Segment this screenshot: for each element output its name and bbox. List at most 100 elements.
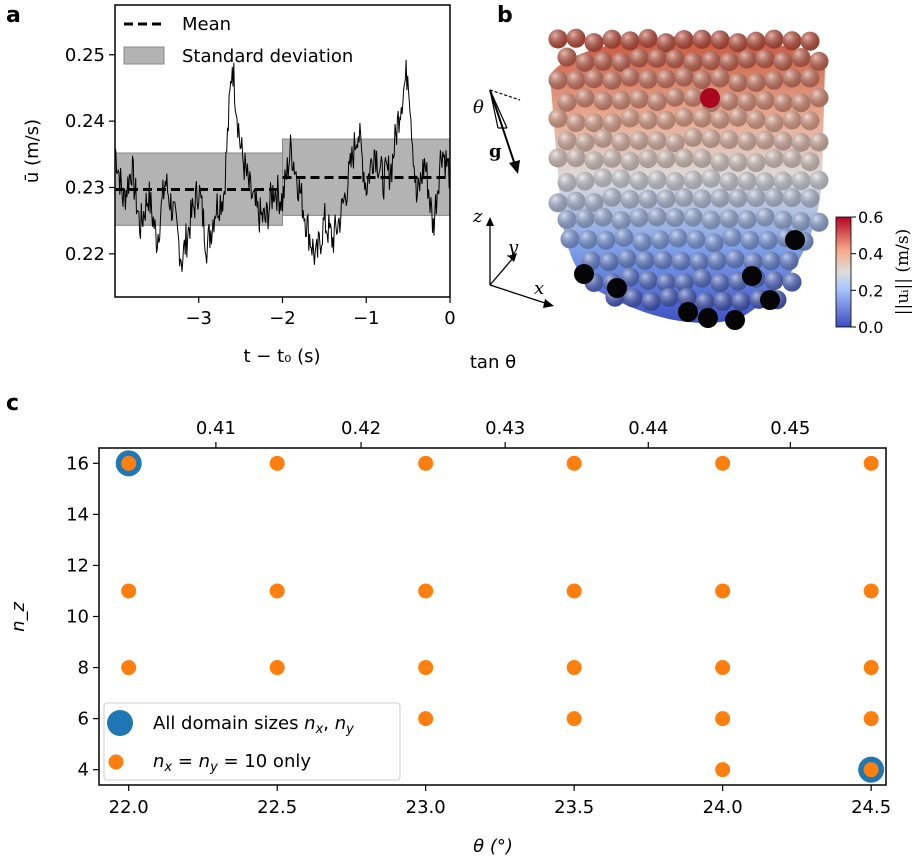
sphere-shade xyxy=(557,92,577,112)
sphere-shade xyxy=(665,172,685,191)
sphere-shade xyxy=(611,52,631,72)
a-ytick-label: 0.24 xyxy=(65,111,105,132)
sphere-shade xyxy=(725,249,745,269)
y-axis-arrow xyxy=(489,257,514,286)
sphere-shade xyxy=(791,171,811,191)
y-axis-label: y xyxy=(507,237,519,258)
panel-c-legend: All domain sizes nx, ny nx = ny = 10 onl… xyxy=(103,702,401,781)
legend-blue-ny: n xyxy=(335,713,346,734)
point-nx-ny-10 xyxy=(566,583,582,599)
c-xtick-label: 24.5 xyxy=(851,797,891,818)
sphere-fixed xyxy=(607,278,627,298)
sphere-shade xyxy=(629,208,649,228)
sphere-shade xyxy=(611,169,631,189)
panel-a-y-ticks: 0.22 0.23 0.24 0.25 xyxy=(65,45,115,265)
sphere-shade xyxy=(614,228,634,247)
point-nx-ny-10 xyxy=(269,660,285,676)
sphere-shade xyxy=(809,88,829,108)
x-axis-label: x xyxy=(534,278,544,299)
sphere-shade xyxy=(668,228,688,248)
sphere-shade xyxy=(575,52,595,72)
sphere-fixed xyxy=(742,266,762,286)
sphere-shade xyxy=(746,153,766,173)
legend-orange-eq: = xyxy=(172,751,199,772)
sphere-shade xyxy=(809,212,829,232)
a-ytick-label: 0.25 xyxy=(65,45,105,66)
point-nx-ny-10 xyxy=(269,455,285,471)
panel-a-legend: Mean Standard deviation xyxy=(123,14,353,67)
sphere-shade xyxy=(755,91,775,110)
a-xtick-label: 0 xyxy=(444,308,455,329)
point-nx-ny-10 xyxy=(269,583,285,599)
sphere-shade xyxy=(782,272,802,292)
point-nx-ny-10 xyxy=(566,711,582,727)
panel-label-c: c xyxy=(6,391,19,416)
colorbar-ticks: 0.0 0.2 0.4 0.6 xyxy=(851,208,883,337)
point-nx-ny-10 xyxy=(715,711,731,727)
panel-c-chart: 22.0 22.5 23.0 23.5 24.0 24.5 4 6 8 10 12 14 16 0.4… xyxy=(8,352,891,857)
sphere-shade xyxy=(710,68,730,88)
sphere-shade xyxy=(710,30,730,50)
legend-blue-nx-sub: x xyxy=(315,722,324,737)
sphere-shade xyxy=(683,87,703,107)
sphere-shade xyxy=(656,189,676,209)
sphere-shade xyxy=(650,230,670,250)
c-top-tick-label: 0.42 xyxy=(341,418,381,439)
sphere-shade xyxy=(593,168,613,188)
colorbar xyxy=(835,216,852,328)
point-nx-ny-10 xyxy=(863,583,879,599)
gravity-annotation: g xyxy=(489,141,502,162)
sphere-shade xyxy=(584,151,604,171)
a-ytick-label: 0.22 xyxy=(65,244,105,265)
sphere-shade xyxy=(620,151,640,171)
c-ytick-label: 14 xyxy=(66,504,89,525)
sphere-shade xyxy=(755,130,775,150)
sphere-shade xyxy=(557,47,577,67)
sphere-shade xyxy=(743,252,763,272)
sphere-shade xyxy=(593,207,613,227)
z-axis-label: z xyxy=(472,206,483,227)
c-ytick-label: 12 xyxy=(66,555,89,576)
point-nx-ny-10 xyxy=(863,455,879,471)
legend-orange-label: nx = ny = 10 only xyxy=(153,751,311,775)
a-xtick-label: −1 xyxy=(353,308,380,329)
sphere-shade xyxy=(656,110,676,130)
sphere-shade xyxy=(791,212,811,232)
sphere-fixed xyxy=(760,290,780,310)
sphere-shade xyxy=(746,31,766,51)
sphere-shade xyxy=(629,48,649,68)
sphere-fixed xyxy=(678,302,698,322)
sphere-shade xyxy=(584,113,604,133)
sphere-shade xyxy=(659,287,679,307)
legend-blue-swatch xyxy=(107,710,133,736)
fast-particle xyxy=(700,88,720,108)
c-top-tick-label: 0.41 xyxy=(196,418,236,439)
sphere-shade xyxy=(701,168,721,188)
c-ytick-label: 8 xyxy=(78,658,89,679)
sphere-shade xyxy=(620,267,640,287)
c-ytick-label: 16 xyxy=(66,453,89,474)
sphere-shade xyxy=(782,149,802,168)
sphere-shade xyxy=(773,131,793,151)
sphere-shade xyxy=(710,273,730,293)
sphere-shade xyxy=(800,31,820,51)
sphere-shade xyxy=(557,131,577,151)
c-ytick-label: 6 xyxy=(78,709,89,730)
sphere-shade xyxy=(575,171,595,191)
point-nx-ny-10 xyxy=(418,711,434,727)
sphere-shade xyxy=(791,132,811,152)
sphere-packing xyxy=(548,28,829,330)
sphere-shade xyxy=(638,149,658,169)
sphere-shade xyxy=(647,207,667,227)
sphere-shade xyxy=(566,28,586,48)
panel-a-x-ticks: −3 −2 −1 0 xyxy=(185,297,456,329)
sphere-shade xyxy=(584,33,604,53)
c-ytick-label: 4 xyxy=(78,760,89,781)
sphere-shade xyxy=(707,251,727,271)
sphere-shade xyxy=(602,148,622,168)
sphere-shade xyxy=(701,129,721,149)
sphere-shade xyxy=(800,152,820,172)
sphere-shade xyxy=(641,291,661,311)
sphere-shade xyxy=(737,171,757,191)
